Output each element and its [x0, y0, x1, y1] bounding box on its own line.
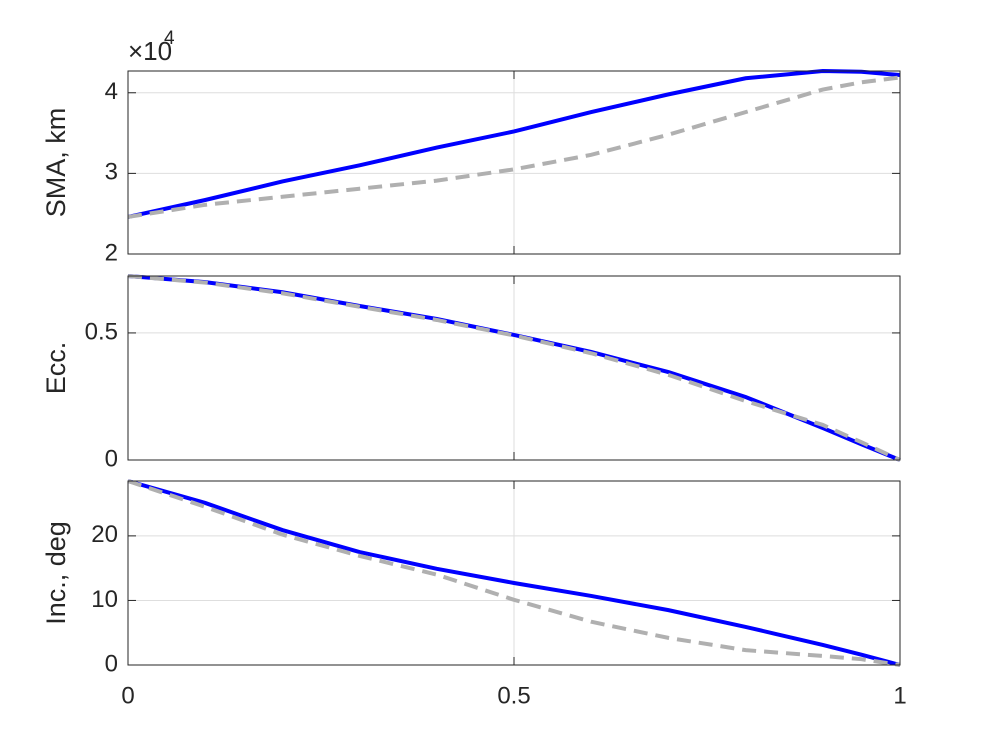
y-axis-label: Ecc.: [41, 342, 71, 395]
data-line: [127, 274, 901, 462]
y-tick-label: 2: [105, 239, 118, 266]
data-line: [127, 479, 901, 667]
y-multiplier-power: 4: [164, 28, 175, 49]
x-tick-label: 0.5: [497, 682, 530, 709]
axes-box: [127, 480, 901, 666]
y-tick-label: 0: [105, 650, 118, 677]
y-axis-label: SMA, km: [41, 108, 71, 218]
axes-box: [127, 70, 901, 255]
y-tick-label: 20: [91, 521, 118, 548]
axes-box: [127, 275, 901, 461]
x-tick-label: 1: [893, 682, 906, 709]
y-tick-label: 0: [105, 445, 118, 472]
y-multiplier: ×10: [128, 36, 172, 66]
data-line: [127, 479, 901, 667]
x-tick-label: 0: [121, 682, 134, 709]
y-tick-label: 3: [105, 159, 118, 186]
y-tick-label: 4: [105, 78, 118, 105]
y-tick-label: 10: [91, 586, 118, 613]
y-tick-label: 0.5: [85, 318, 118, 345]
y-axis-label: Inc., deg: [41, 521, 71, 625]
data-line: [127, 75, 901, 219]
